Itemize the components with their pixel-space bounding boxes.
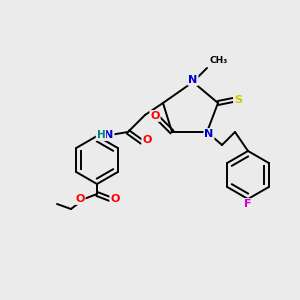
Text: N: N (104, 130, 114, 140)
Text: H: H (97, 130, 105, 140)
Text: O: O (142, 135, 152, 145)
Text: S: S (234, 95, 242, 105)
Text: N: N (188, 75, 198, 85)
Text: O: O (75, 194, 85, 204)
Text: O: O (110, 194, 120, 204)
Text: F: F (244, 199, 252, 209)
Text: O: O (150, 111, 160, 121)
Text: CH₃: CH₃ (209, 56, 227, 65)
Text: N: N (204, 129, 214, 139)
